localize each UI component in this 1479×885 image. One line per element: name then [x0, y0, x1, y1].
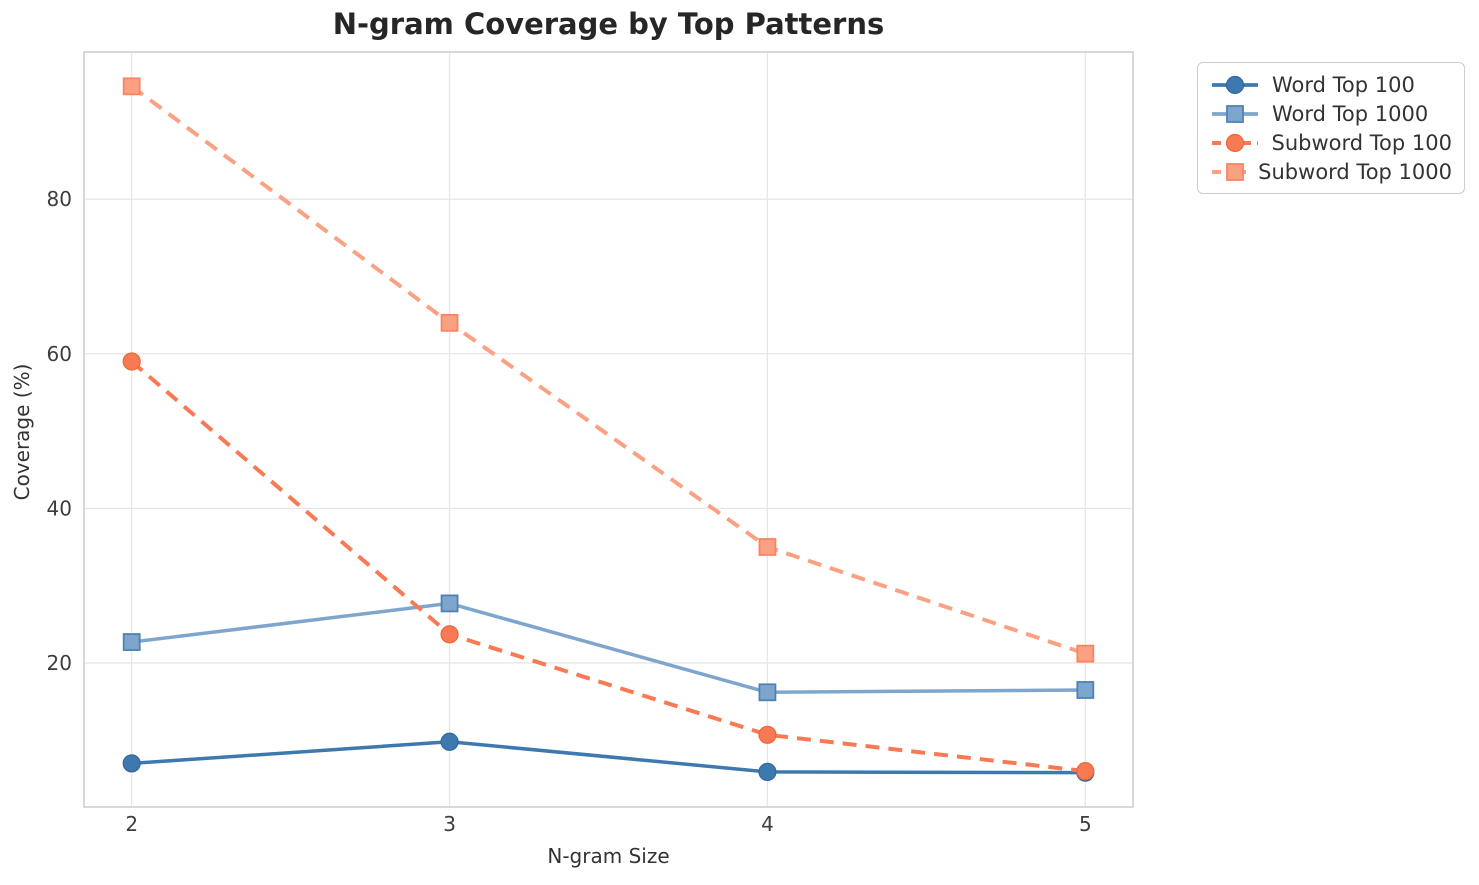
x-tick-label: 5 — [1079, 812, 1092, 836]
legend-item: Word Top 1000 — [1210, 99, 1452, 128]
data-point-marker — [758, 683, 777, 702]
data-point-marker — [440, 594, 459, 613]
data-point-marker — [758, 725, 777, 744]
chart-title: N-gram Coverage by Top Patterns — [332, 7, 885, 41]
y-tick-label: 20 — [47, 651, 72, 675]
legend-line-glyph — [1212, 104, 1258, 123]
y-tick-label: 80 — [47, 187, 72, 211]
data-point-marker — [122, 754, 141, 773]
x-axis-label: N-gram Size — [547, 844, 670, 868]
x-tick-label: 2 — [125, 812, 138, 836]
x-tick-label: 4 — [761, 812, 774, 836]
series-line — [130, 84, 1086, 656]
data-point-marker — [122, 633, 141, 651]
series-line — [130, 359, 1086, 774]
data-point-marker — [1076, 762, 1095, 781]
x-tick-label: 3 — [443, 812, 456, 836]
data-point-marker — [122, 77, 141, 96]
legend-line-glyph — [1212, 133, 1258, 152]
data-point-marker — [440, 313, 459, 332]
legend-line-glyph — [1212, 75, 1258, 94]
series-line — [131, 740, 1086, 775]
data-point-marker — [122, 352, 141, 371]
data-point-marker — [758, 762, 777, 782]
plot-border — [83, 51, 1134, 808]
data-point-marker — [1076, 681, 1095, 699]
legend-item: Subword Top 1000 — [1210, 157, 1452, 186]
y-tick-label: 40 — [47, 496, 72, 520]
legend-item-label: Word Top 100 — [1272, 72, 1415, 97]
data-point-marker — [1076, 644, 1095, 663]
legend-item: Word Top 100 — [1210, 70, 1452, 99]
y-axis-label: Coverage (%) — [10, 363, 34, 501]
legend-item-label: Subword Top 100 — [1271, 130, 1452, 155]
legend-item-label: Subword Top 1000 — [1258, 159, 1452, 184]
data-point-marker — [440, 732, 459, 751]
legend-line-glyph — [1212, 162, 1247, 181]
legend-item: Subword Top 100 — [1210, 128, 1452, 157]
legend-item-label: Word Top 1000 — [1272, 101, 1429, 126]
data-point-marker — [440, 625, 459, 644]
legend: Word Top 100 Word Top 1000 Subword Top 100… — [1197, 62, 1465, 194]
y-tick-label: 60 — [47, 342, 72, 366]
series-line — [131, 601, 1086, 695]
data-point-marker — [758, 538, 777, 556]
